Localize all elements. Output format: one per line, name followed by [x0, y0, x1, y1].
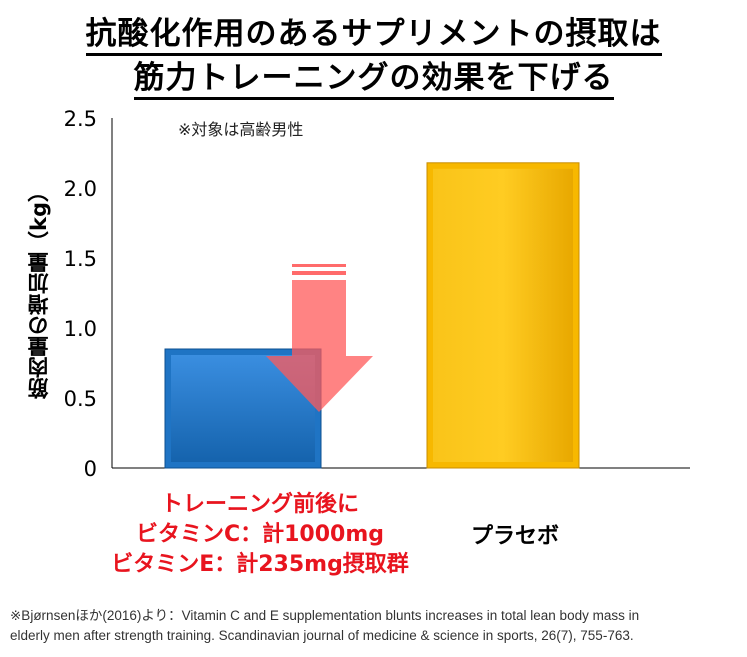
arrow-shape — [266, 280, 373, 412]
y-tick-label: 0.5 — [64, 387, 97, 411]
bar-face — [433, 168, 573, 463]
category-label-line-1: トレーニング前後に — [160, 492, 359, 517]
citation-line-1: ※Bjørnsenほか(2016)より：Vitamin C and E supp… — [10, 608, 640, 623]
citation: ※Bjørnsenほか(2016)より：Vitamin C and E supp… — [10, 606, 745, 646]
citation-line-2: elderly men after strength training. Sca… — [10, 628, 634, 643]
y-tick-label: 2.5 — [64, 107, 97, 131]
y-axis-label: 筋肉量の増加量（kg） — [27, 181, 51, 399]
arrow-stripe-1 — [292, 264, 346, 267]
title-text-2: 筋力トレーニングの効果を下げる — [133, 60, 614, 100]
chart-title-line-1: 抗酸化作用のあるサプリメントの摂取は — [0, 8, 747, 56]
y-tick-label: 0 — [84, 457, 97, 481]
category-label-line-3: ビタミンE：計235mg摂取群 — [111, 552, 409, 577]
y-tick-label: 2.0 — [64, 177, 97, 201]
category-label-supplement: トレーニング前後に ビタミンC：計1000mg ビタミンE：計235mg摂取群 — [60, 490, 460, 580]
decrease-arrow — [266, 264, 373, 412]
chart-title-line-2: 筋力トレーニングの効果を下げる — [0, 52, 747, 100]
arrow-stripe-2 — [292, 271, 346, 275]
title-text-1: 抗酸化作用のあるサプリメントの摂取は — [85, 16, 662, 56]
y-tick-label: 1.0 — [64, 317, 97, 341]
category-label-line-2: ビタミンC：計1000mg — [135, 522, 385, 547]
category-label-placebo: プラセボ — [470, 524, 559, 549]
y-tick-label: 1.5 — [64, 247, 97, 271]
bar-2 — [426, 162, 580, 469]
chart-note: ※対象は高齢男性 — [178, 120, 304, 139]
bar-edge — [426, 162, 580, 469]
